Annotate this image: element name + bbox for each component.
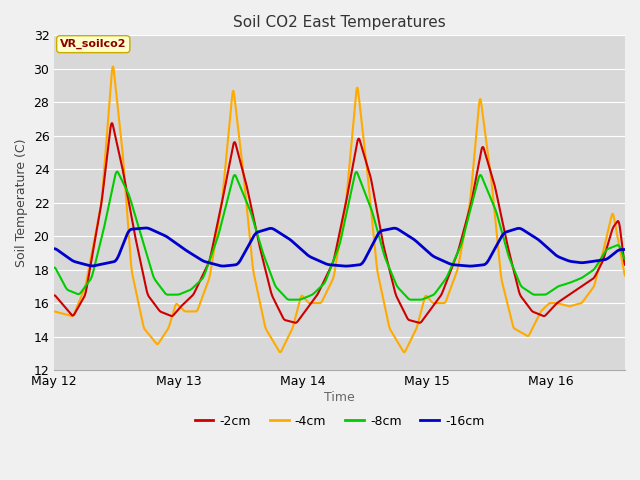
Text: VR_soilco2: VR_soilco2 [60,39,127,49]
Legend: -2cm, -4cm, -8cm, -16cm: -2cm, -4cm, -8cm, -16cm [189,410,490,432]
Title: Soil CO2 East Temperatures: Soil CO2 East Temperatures [233,15,446,30]
X-axis label: Time: Time [324,391,355,404]
Y-axis label: Soil Temperature (C): Soil Temperature (C) [15,138,28,267]
